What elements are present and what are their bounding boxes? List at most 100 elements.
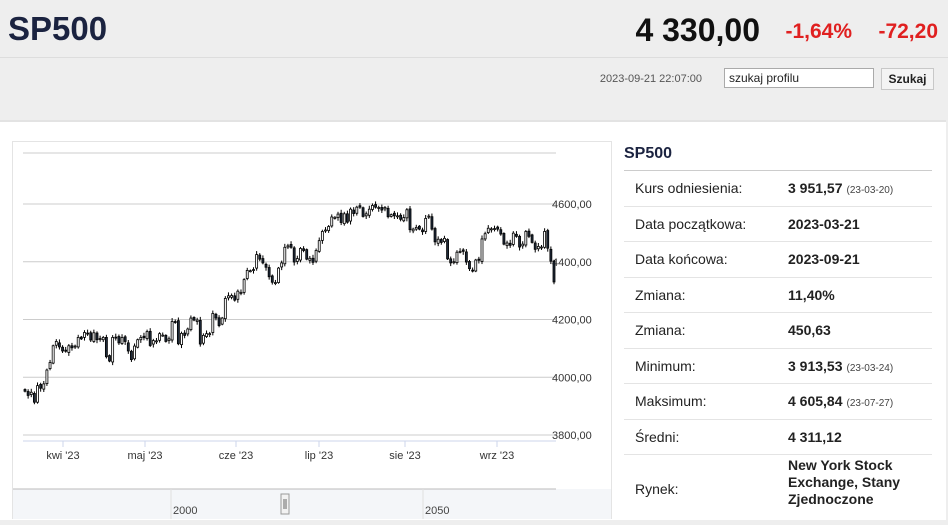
candle-body — [42, 383, 46, 390]
candle-body — [236, 290, 240, 300]
quote-header: SP500 4 330,00 -1,64% -72,20 2023-09-21 … — [0, 0, 948, 100]
candle-body — [208, 333, 212, 336]
y-tick-label: 4200,00 — [552, 315, 592, 327]
candle-body — [126, 342, 130, 352]
candle-body — [167, 338, 171, 341]
stats-row-market: Rynek: New York Stock Exchange, Stany Zj… — [624, 455, 932, 525]
candle-body — [248, 270, 252, 273]
candle-body — [496, 226, 500, 230]
candle-body — [258, 254, 262, 260]
stats-row: Data początkowa: 2023-03-21 — [624, 207, 932, 242]
candle-body — [283, 246, 287, 265]
candle-body — [414, 226, 418, 230]
candle-body — [161, 334, 165, 337]
stats-row: Zmiana: 450,63 — [624, 313, 932, 349]
candle-body — [367, 208, 371, 216]
candle-body — [76, 337, 80, 348]
candle-body — [386, 207, 390, 218]
candle-body — [101, 337, 105, 341]
candle-body — [173, 321, 177, 323]
stats-value-text: 450,63 — [788, 322, 831, 338]
y-tick-label: 4600,00 — [552, 199, 592, 211]
candle-body — [486, 227, 490, 233]
candle-body — [39, 384, 43, 389]
candle-body — [148, 330, 152, 346]
candle-body — [471, 269, 475, 272]
candle-body — [427, 215, 431, 218]
candle-body — [320, 231, 324, 241]
candle-body — [433, 228, 437, 243]
stats-value: 11,40% — [788, 287, 839, 303]
candle-body — [402, 217, 406, 222]
candle-body — [145, 331, 149, 339]
x-tick-label: sie '23 — [389, 450, 420, 462]
search-button[interactable]: Szukaj — [881, 68, 934, 90]
candle-body — [549, 248, 553, 262]
candle-body — [552, 260, 556, 283]
candle-body — [48, 362, 52, 369]
candle-body — [421, 229, 424, 233]
candle-body — [189, 317, 193, 331]
candle-body — [443, 237, 446, 242]
stats-value: 2023-09-21 — [788, 251, 864, 267]
navigator-handle[interactable] — [280, 493, 290, 515]
candle-body — [58, 342, 61, 348]
change-percent: -1,64% — [785, 20, 852, 43]
candle-body — [89, 332, 93, 341]
candle-body — [342, 213, 346, 225]
candle-body — [267, 267, 271, 278]
candle-body — [374, 204, 377, 208]
stats-value: New York Stock Exchange, Stany Zjednoczo… — [788, 457, 901, 507]
last-price: 4 330,00 — [635, 12, 760, 48]
candle-body — [464, 251, 468, 263]
stats-value: 3 951,57 (23-03-20) — [788, 180, 893, 196]
candle-body — [540, 246, 543, 249]
stats-value-text: 11,40% — [788, 286, 835, 303]
price-chart[interactable]: 4600,00 4400,00 4200,00 4000,00 3800,00 kwi '… — [12, 141, 612, 519]
stats-value-text: 2023-09-21 — [788, 251, 860, 267]
candle-body — [399, 214, 403, 220]
candle-body — [543, 231, 547, 248]
candle-body — [336, 213, 340, 218]
candle-body — [83, 332, 86, 338]
stats-note: (23-07-27) — [846, 398, 894, 409]
profile-search-input[interactable] — [724, 68, 874, 88]
y-tick-label: 4000,00 — [552, 372, 592, 384]
stats-label: Data początkowa: — [635, 215, 747, 232]
candle-body — [192, 317, 196, 321]
stats-note: (23-03-20) — [846, 185, 894, 196]
candle-body — [346, 213, 349, 223]
stats-title: SP500 — [624, 141, 932, 171]
x-tick-label: lip '23 — [305, 450, 333, 462]
chart-canvas[interactable]: 4600,00 4400,00 4200,00 4000,00 3800,00 kwi '… — [13, 142, 611, 519]
candle-body — [408, 208, 412, 231]
candle-body — [371, 205, 374, 210]
candle-body — [133, 345, 136, 360]
candle-body — [411, 228, 415, 232]
stats-label: Rynek: — [635, 481, 679, 497]
candle-body — [396, 215, 399, 218]
candle-body — [198, 319, 202, 345]
stats-value-text: 3 913,53 — [788, 357, 843, 374]
candle-body — [317, 240, 321, 252]
x-tick-label: kwi '23 — [46, 450, 79, 462]
candle-body — [123, 336, 127, 342]
candle-body — [489, 228, 493, 231]
candle-body — [383, 207, 387, 210]
candle-body — [518, 235, 521, 248]
candle-body — [358, 205, 362, 208]
candle-body — [361, 207, 365, 217]
stats-label: Maksimum: — [635, 393, 707, 409]
candle-body — [449, 258, 453, 264]
candle-body — [264, 263, 268, 268]
candle-body — [546, 230, 550, 249]
candle-body — [252, 269, 255, 271]
candle-body — [327, 226, 331, 231]
candle-body — [289, 244, 293, 248]
candle-body — [54, 341, 58, 346]
candle-body — [308, 257, 312, 261]
candle-body — [446, 239, 449, 260]
candle-body — [311, 257, 315, 263]
candle-body — [51, 345, 55, 364]
candle-body — [245, 270, 249, 279]
